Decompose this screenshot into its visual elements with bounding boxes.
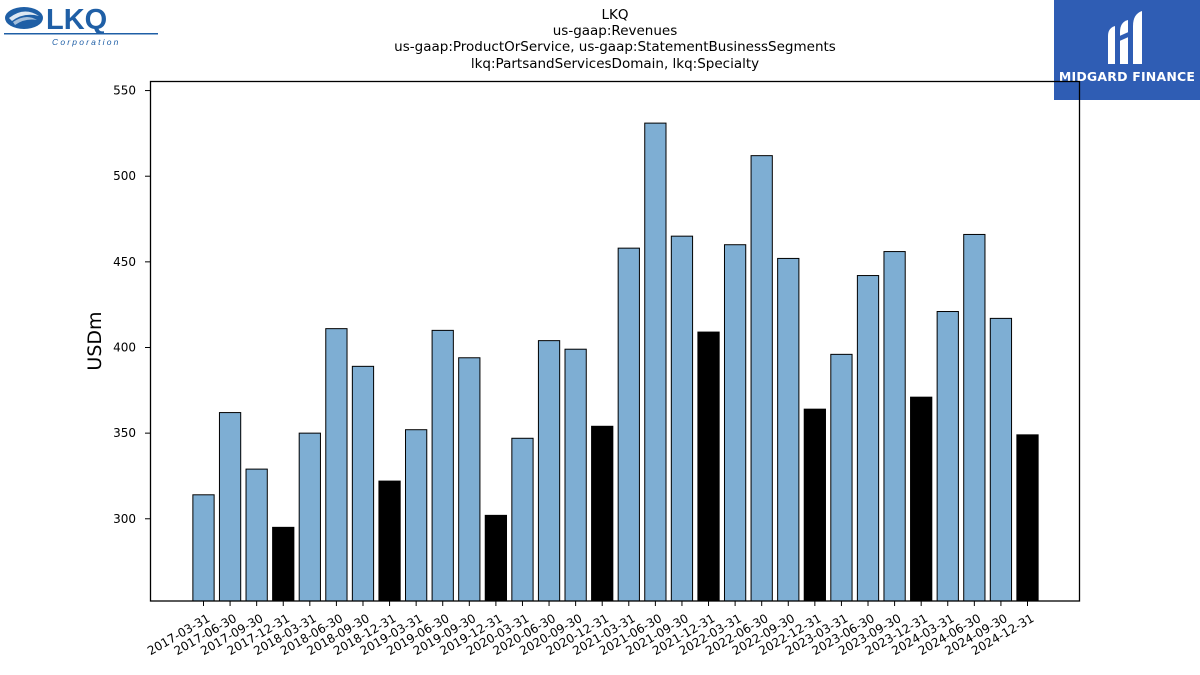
bar-2023-03-31: [830, 353, 853, 602]
bar-2020-09-30: [564, 348, 587, 602]
bar-2019-12-31: [484, 514, 508, 602]
bar-2020-06-30: [537, 340, 561, 602]
y-tick-label: 500: [113, 169, 136, 183]
bar-2019-09-30: [458, 357, 481, 602]
lkq-corporation-logo: LKQ Corporation: [4, 4, 158, 48]
bar-2017-03-31: [192, 494, 215, 602]
plot-frame: [149, 80, 1081, 602]
chart-title-line: us-gaap:ProductOrService, us-gaap:Statem…: [394, 39, 836, 56]
y-tick-label: 400: [113, 340, 136, 354]
bar-2018-09-30: [351, 365, 375, 602]
bar-2017-09-30: [245, 468, 268, 602]
chart-title: LKQ us-gaap:Revenues us-gaap:ProductOrSe…: [315, 7, 915, 72]
y-tick-label: 350: [113, 426, 136, 440]
svg-text:Corporation: Corporation: [52, 37, 121, 47]
bar-2024-12-31: [1016, 434, 1039, 602]
bar-2019-06-30: [431, 329, 454, 602]
x-axis: 2017-03-312017-06-302017-09-302017-12-31…: [145, 601, 1036, 658]
bar-2018-03-31: [298, 432, 321, 602]
bar-2024-09-30: [989, 317, 1013, 602]
bar-2021-03-31: [617, 247, 640, 602]
bar-2022-06-30: [750, 155, 773, 602]
midgard-finance-logo: MIDGARD FINANCE: [1054, 0, 1200, 100]
bar-2024-06-30: [963, 233, 986, 602]
bar-2024-03-31: [936, 311, 959, 602]
bar-2017-12-31: [272, 526, 295, 602]
bar-series: [192, 122, 1039, 602]
bar-2022-03-31: [723, 244, 747, 602]
bar-2020-12-31: [591, 425, 614, 602]
bar-2019-03-31: [405, 429, 428, 602]
y-tick-label: 550: [113, 84, 136, 98]
y-axis-label: USDm: [84, 311, 106, 370]
chart-title-line: us-gaap:Revenues: [552, 23, 678, 40]
bar-2018-12-31: [378, 480, 401, 602]
y-tick-label: 300: [113, 512, 136, 526]
bar-2023-09-30: [883, 251, 906, 602]
bar-2022-09-30: [777, 257, 800, 602]
bar-2020-03-31: [511, 437, 534, 602]
bar-2017-06-30: [218, 412, 242, 602]
svg-text:LKQ: LKQ: [46, 4, 107, 36]
midgard-finance-wordmark: MIDGARD FINANCE: [1058, 69, 1196, 84]
bar-2021-09-30: [670, 235, 694, 602]
chart-title-line: lkq:PartsandServicesDomain, lkq:Specialt…: [470, 55, 760, 72]
bar-2023-12-31: [910, 396, 933, 602]
bar-2021-06-30: [644, 122, 667, 602]
bar-2023-06-30: [856, 275, 880, 602]
bar-2021-12-31: [697, 331, 720, 602]
bar-2018-06-30: [325, 328, 348, 602]
y-tick-label: 450: [113, 255, 136, 269]
y-axis: 300 350 400 450 500 550: [113, 84, 151, 526]
chart-title-line: LKQ: [601, 7, 629, 23]
bar-2022-12-31: [803, 408, 826, 602]
